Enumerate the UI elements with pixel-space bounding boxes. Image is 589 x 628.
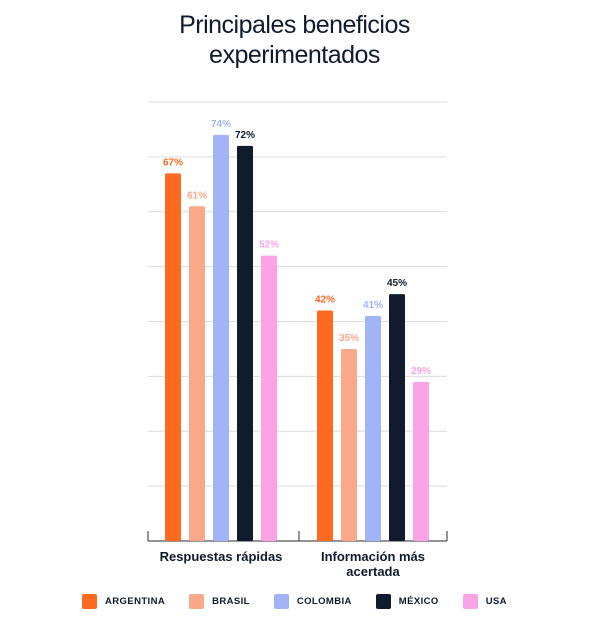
bar-argentina (165, 173, 181, 541)
data-label: 45% (387, 278, 407, 289)
legend-item-usa: USA (462, 594, 507, 609)
legend-swatch (82, 594, 98, 609)
data-label: 52% (259, 240, 279, 251)
legend-label: BRASIL (212, 596, 250, 607)
legend-swatch (462, 594, 478, 609)
legend-item-argentina: ARGENTINA (82, 594, 165, 609)
legend-label: ARGENTINA (105, 596, 166, 607)
legend-label: COLOMBIA (296, 596, 352, 607)
chart-title-line-1: Principales beneficios (179, 11, 410, 39)
data-label: 72% (235, 130, 255, 141)
legend-swatch (273, 594, 289, 609)
bar-usa (261, 255, 277, 541)
legend-item-brasil: BRASIL (189, 594, 250, 609)
bar-argentina (317, 310, 333, 541)
bar-colombia (213, 134, 229, 542)
bar-colombia (365, 316, 381, 541)
bar-méxico (237, 145, 253, 541)
data-label: 29% (411, 366, 431, 377)
bar-méxico (389, 294, 405, 541)
legend-swatch (375, 594, 391, 609)
data-label: 74% (211, 119, 231, 130)
bar-usa (413, 381, 429, 541)
legend: ARGENTINA BRASIL COLOMBIA MÉXICO USA (0, 594, 589, 609)
bar-brasil (341, 348, 357, 541)
legend-label: USA (485, 596, 507, 607)
legend-swatch (189, 594, 205, 609)
category-label: acertada (346, 564, 400, 579)
data-label: 41% (363, 300, 383, 311)
category-label: Respuestas rápidas (160, 549, 283, 564)
data-label: 42% (315, 295, 335, 306)
bar-chart: 67% 61% 74% 72% 52% Respuestas rápidas 42% 35% 4… (147, 101, 448, 579)
data-label: 61% (187, 190, 207, 201)
bar-brasil (189, 206, 205, 541)
chart-title: Principales beneficios experimentados (0, 10, 589, 70)
chart-title-line-2: experimentados (209, 41, 380, 69)
data-label: 67% (163, 157, 183, 168)
legend-item-colombia: COLOMBIA (273, 594, 352, 609)
data-label: 35% (339, 333, 359, 344)
legend-label: MÉXICO (398, 596, 439, 607)
legend-item-méxico: MÉXICO (375, 594, 439, 609)
category-label: Información más (321, 549, 425, 564)
